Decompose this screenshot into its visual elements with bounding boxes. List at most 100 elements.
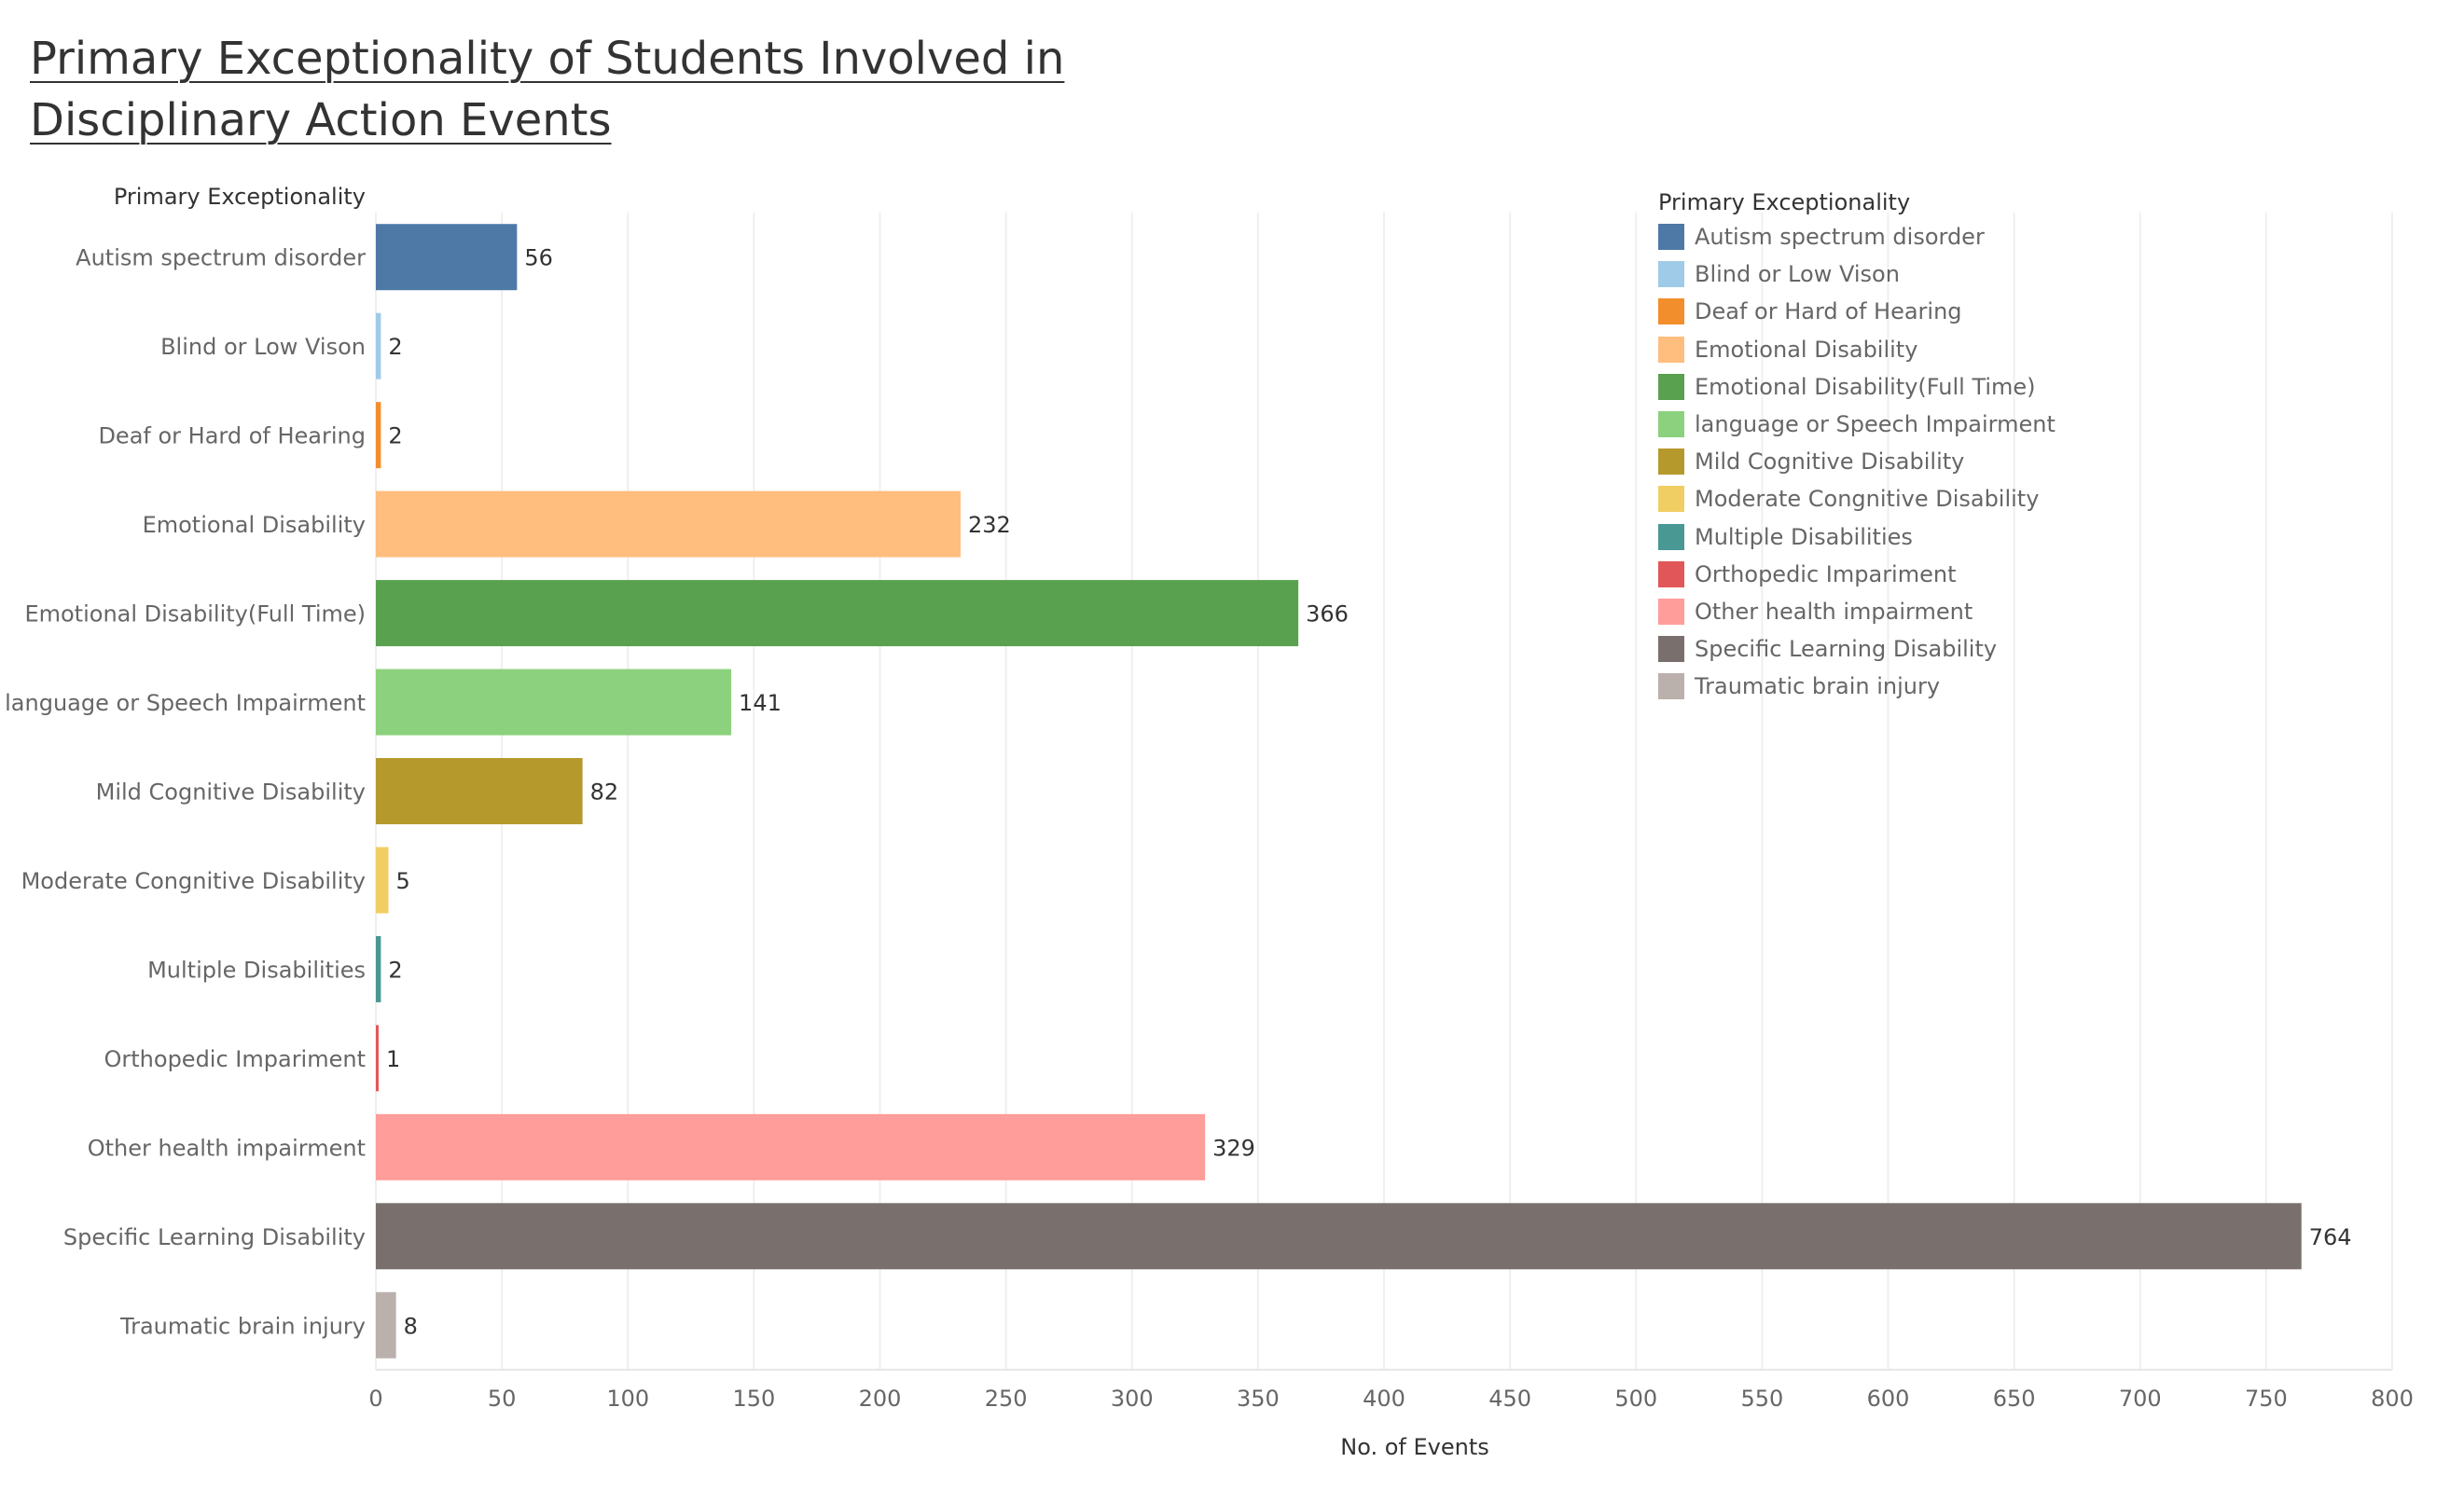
bars: [376, 224, 2302, 1359]
legend-label: Emotional Disability: [1695, 336, 1918, 363]
legend-label: Emotional Disability(Full Time): [1695, 373, 2036, 400]
category-labels: Autism spectrum disorder Blind or Low Vis…: [5, 245, 366, 1340]
category-label: Other health impairment: [88, 1135, 366, 1161]
x-tick-label: 50: [488, 1386, 517, 1412]
category-label: Blind or Low Vison: [160, 334, 366, 360]
legend-swatch: [1658, 373, 1684, 400]
bar: [376, 312, 381, 379]
data-label: 329: [1212, 1135, 1255, 1161]
x-tick-label: 0: [368, 1386, 382, 1412]
legend-item: Emotional Disability: [1658, 331, 2056, 368]
x-tick-label: 200: [859, 1386, 902, 1412]
x-tick-label: 700: [2119, 1386, 2162, 1412]
legend-item: Specific Learning Disability: [1658, 630, 2056, 668]
legend-item: Autism spectrum disorder: [1658, 218, 2056, 255]
y-axis-title: Primary Exceptionality: [114, 184, 366, 210]
x-tick-label: 350: [1237, 1386, 1280, 1412]
bar: [376, 1203, 2302, 1270]
bar: [376, 669, 732, 736]
legend-item: Moderate Congnitive Disability: [1658, 480, 2056, 517]
bar: [376, 1025, 379, 1092]
legend-swatch: [1658, 224, 1684, 251]
category-label: Moderate Congnitive Disability: [21, 868, 366, 894]
legend-label: Mild Cognitive Disability: [1695, 448, 1965, 476]
legend-label: language or Speech Impairment: [1695, 411, 2056, 438]
legend-item: Emotional Disability(Full Time): [1658, 368, 2056, 406]
bar: [376, 1113, 1206, 1180]
legend-swatch: [1658, 523, 1684, 550]
bar: [376, 580, 1299, 647]
legend-swatch: [1658, 673, 1684, 700]
legend-swatch: [1658, 486, 1684, 513]
bar: [376, 758, 583, 824]
data-label: 2: [388, 423, 402, 449]
data-label: 2: [388, 957, 402, 983]
data-label: 141: [739, 690, 782, 716]
legend-swatch: [1658, 560, 1684, 587]
legend-item: Orthopedic Impariment: [1658, 556, 2056, 593]
chart-title: Primary Exceptionality of Students Invol…: [30, 28, 1149, 151]
data-label: 764: [2309, 1224, 2352, 1250]
category-label: language or Speech Impairment: [5, 690, 366, 716]
legend-swatch: [1658, 261, 1684, 288]
legend-item: Multiple Disabilities: [1658, 518, 2056, 556]
category-label: Traumatic brain injury: [119, 1313, 366, 1339]
bar: [376, 847, 389, 914]
x-tick-label: 250: [985, 1386, 1028, 1412]
legend-swatch: [1658, 298, 1684, 325]
legend-item: language or Speech Impairment: [1658, 406, 2056, 443]
bar: [376, 490, 961, 558]
data-label: 5: [396, 868, 410, 894]
category-label: Deaf or Hard of Hearing: [98, 423, 366, 449]
x-tick-label: 300: [1111, 1386, 1154, 1412]
data-label: 56: [524, 245, 553, 271]
category-label: Specific Learning Disability: [63, 1224, 366, 1250]
legend-label: Blind or Low Vison: [1695, 261, 1900, 288]
legend-item: Deaf or Hard of Hearing: [1658, 293, 2056, 330]
data-label: 232: [968, 512, 1011, 538]
gridlines: [375, 213, 2393, 1371]
x-tick-label: 550: [1740, 1386, 1783, 1412]
bar: [376, 224, 518, 291]
x-tick-label: 750: [2245, 1386, 2288, 1412]
x-tick-label: 150: [732, 1386, 775, 1412]
legend-label: Deaf or Hard of Hearing: [1695, 298, 1962, 325]
legend-label: Multiple Disabilities: [1695, 523, 1913, 550]
legend-label: Autism spectrum disorder: [1695, 224, 1985, 251]
x-tick-label: 100: [606, 1386, 649, 1412]
x-axis-ticks: 0 50 100 150 200 250 300 350 400 450 500 550 600 650 7…: [368, 1386, 2414, 1412]
bar: [376, 1291, 396, 1359]
legend-label: Orthopedic Impariment: [1695, 560, 1957, 587]
legend-label: Other health impairment: [1695, 598, 1973, 625]
legend-label: Moderate Congnitive Disability: [1695, 486, 2040, 513]
legend-swatch: [1658, 636, 1684, 663]
legend-title: Primary Exceptionality: [1658, 189, 1911, 215]
category-label: Emotional Disability: [143, 512, 366, 538]
bar: [376, 402, 381, 469]
category-label: Multiple Disabilities: [147, 957, 366, 983]
legend-items: Autism spectrum disorder Blind or Low Vis…: [1658, 218, 2056, 705]
data-label: 8: [404, 1313, 418, 1339]
data-label: 366: [1306, 601, 1349, 628]
legend-swatch: [1658, 336, 1684, 363]
data-labels: 56 2 2 232 366 141 82 5 2 1 329 764 8: [386, 245, 2352, 1340]
category-label: Autism spectrum disorder: [76, 245, 366, 271]
x-tick-label: 400: [1363, 1386, 1405, 1412]
legend-swatch: [1658, 411, 1684, 438]
bar: [376, 935, 381, 1002]
legend-label: Traumatic brain injury: [1695, 673, 1941, 700]
x-tick-label: 600: [1867, 1386, 1910, 1412]
chart-title-line-1: Primary Exceptionality of Students Invol…: [30, 33, 1065, 85]
legend-item: Other health impairment: [1658, 593, 2056, 630]
chart-title-line-2: Disciplinary Action Events: [30, 94, 612, 146]
legend-swatch: [1658, 448, 1684, 476]
data-label: 1: [386, 1046, 400, 1072]
data-label: 82: [590, 779, 619, 806]
x-tick-label: 450: [1488, 1386, 1531, 1412]
legend-label: Specific Learning Disability: [1695, 636, 1998, 663]
legend-item: Traumatic brain injury: [1658, 668, 2056, 705]
category-label: Mild Cognitive Disability: [96, 779, 366, 806]
x-axis-title: No. of Events: [1340, 1434, 1489, 1460]
legend-item: Mild Cognitive Disability: [1658, 443, 2056, 480]
